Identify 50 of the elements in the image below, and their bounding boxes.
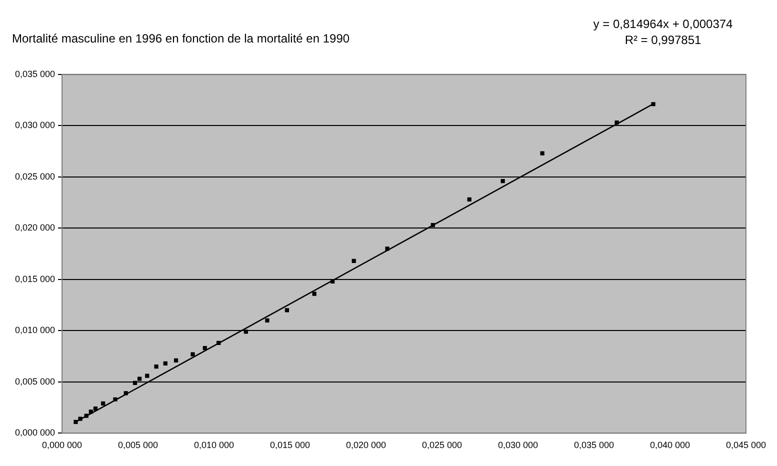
point <box>74 420 78 424</box>
point <box>101 401 106 406</box>
point <box>352 258 356 264</box>
point <box>614 120 619 125</box>
point <box>113 397 118 402</box>
y-tick-label: 0,025 000 <box>14 171 56 182</box>
point <box>244 330 248 334</box>
y-tick-label: 0,030 000 <box>14 120 56 130</box>
point <box>651 102 656 106</box>
x-tick-label: 0,020 000 <box>346 440 386 450</box>
point <box>202 346 207 350</box>
y-tick-label: 0,005 000 <box>14 376 56 386</box>
point <box>78 416 82 421</box>
y-tick-label: 0,035 000 <box>14 68 56 79</box>
point <box>132 380 138 386</box>
point <box>137 376 142 381</box>
point <box>154 364 158 369</box>
point <box>467 197 472 202</box>
point <box>93 406 98 411</box>
point <box>385 246 390 251</box>
point <box>174 358 178 362</box>
point <box>84 414 88 418</box>
point <box>124 391 128 396</box>
point <box>540 151 544 156</box>
x-tick-label: 0,035 000 <box>574 440 614 450</box>
text: R² = 0,997851 <box>624 33 702 47</box>
x-tick-label: 0,010 000 <box>194 440 234 450</box>
point <box>163 361 168 366</box>
x-tick-label: 0,015 000 <box>270 440 310 450</box>
point <box>145 374 150 378</box>
point <box>216 340 221 346</box>
text: y = 0,814964x + 0,000374 <box>593 17 734 31</box>
x-tick-label: 0,005 000 <box>118 440 158 450</box>
x-tick-label: 0,000 000 <box>42 440 82 450</box>
point <box>284 308 290 312</box>
point <box>500 178 505 184</box>
x-tick-label: 0,025 000 <box>422 440 462 450</box>
x-tick-label: 0,040 000 <box>650 440 690 450</box>
point <box>88 410 93 414</box>
point <box>312 292 316 296</box>
point <box>430 223 435 228</box>
point <box>265 318 270 322</box>
y-tick-label: 0,015 000 <box>14 274 56 284</box>
point <box>190 352 195 356</box>
chart-title: Mortalité masculine en 1996 en fonction de la mortalité en 1990 <box>12 32 350 46</box>
x-tick-label: 0,045 000 <box>726 440 766 450</box>
y-tick-label: 0,010 000 <box>14 325 56 336</box>
y-tick-label: 0,000 000 <box>14 428 56 438</box>
y-tick-label: 0,020 000 <box>14 222 56 233</box>
x-tick-label: 0,030 000 <box>498 440 538 450</box>
